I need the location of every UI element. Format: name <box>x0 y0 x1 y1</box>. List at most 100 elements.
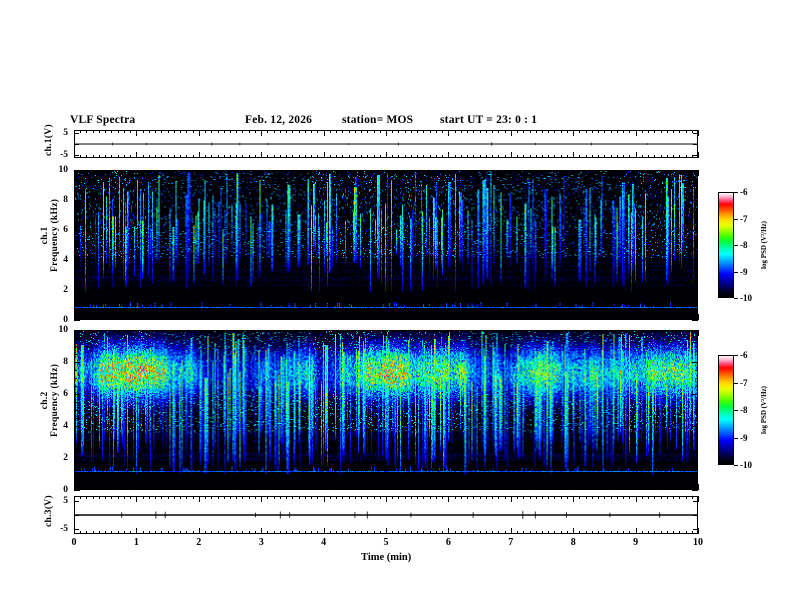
axis-tick <box>111 330 112 333</box>
axis-tick <box>511 528 512 534</box>
axis-tick <box>536 130 537 133</box>
axis-tick <box>305 496 306 499</box>
axis-tick <box>411 155 412 158</box>
axis-tick <box>648 531 649 534</box>
axis-tick <box>86 155 87 158</box>
axis-tick <box>455 317 456 320</box>
axis-tick <box>224 531 225 534</box>
axis-tick <box>80 487 81 490</box>
axis-tick <box>542 130 543 133</box>
axis-tick <box>292 170 293 173</box>
axis-tick <box>374 496 375 499</box>
axis-tick <box>442 130 443 133</box>
axis-tick <box>311 531 312 534</box>
axis-tick <box>695 442 698 443</box>
axis-tick <box>361 330 362 333</box>
axis-tick <box>186 496 187 499</box>
colorbar-ch2: -6 -7 -8 -9 -10 log PSD (V²/Hz) <box>718 350 768 470</box>
axis-tick <box>542 487 543 490</box>
axis-tick <box>261 484 262 490</box>
axis-tick <box>636 314 637 320</box>
axis-tick <box>661 170 662 173</box>
axis-tick <box>579 496 580 499</box>
axis-tick <box>448 330 449 336</box>
axis-tick <box>74 474 77 475</box>
axis-tick <box>523 317 524 320</box>
axis-tick <box>455 170 456 173</box>
axis-tick <box>693 133 698 134</box>
axis-tick <box>554 317 555 320</box>
axis-tick <box>442 317 443 320</box>
axis-tick <box>155 170 156 173</box>
axis-tick <box>168 487 169 490</box>
axis-tick <box>361 487 362 490</box>
axis-tick <box>74 496 75 502</box>
axis-tick <box>205 317 206 320</box>
x-tick-label: 3 <box>258 537 264 548</box>
axis-tick <box>218 170 219 173</box>
axis-tick <box>199 484 200 490</box>
axis-tick <box>667 155 668 158</box>
axis-tick <box>380 170 381 173</box>
axis-tick <box>149 130 150 133</box>
axis-tick <box>74 298 77 299</box>
axis-tick <box>224 487 225 490</box>
axis-tick <box>149 487 150 490</box>
axis-tick <box>417 170 418 173</box>
axis-tick <box>255 317 256 320</box>
axis-tick <box>405 496 406 499</box>
axis-tick <box>299 496 300 499</box>
axis-tick <box>561 170 562 173</box>
axis-tick <box>330 531 331 534</box>
axis-tick <box>186 130 187 133</box>
axis-tick <box>567 130 568 133</box>
axis-tick <box>411 317 412 320</box>
axis-tick <box>586 487 587 490</box>
axis-tick <box>567 496 568 499</box>
axis-tick <box>74 215 77 216</box>
axis-tick <box>330 487 331 490</box>
axis-tick <box>224 155 225 158</box>
axis-tick <box>695 208 698 209</box>
station-label: station= MOS <box>342 114 414 126</box>
axis-tick <box>448 170 449 176</box>
axis-tick <box>492 317 493 320</box>
axis-tick <box>679 317 680 320</box>
colorbar-tick <box>734 219 738 220</box>
axis-tick <box>661 130 662 133</box>
axis-tick <box>511 130 512 136</box>
axis-tick <box>99 317 100 320</box>
axis-tick <box>80 531 81 534</box>
axis-tick <box>530 317 531 320</box>
axis-tick <box>667 130 668 133</box>
ch2-frequency-tick-label: 2 <box>63 453 68 463</box>
axis-tick <box>74 313 77 314</box>
axis-tick <box>654 130 655 133</box>
axis-tick <box>573 528 574 534</box>
axis-tick <box>473 496 474 499</box>
axis-tick <box>305 317 306 320</box>
axis-tick <box>511 484 512 490</box>
axis-tick <box>411 487 412 490</box>
ch1-voltage-tick-label: 5 <box>63 128 68 139</box>
x-tick-label: 6 <box>445 537 451 548</box>
axis-tick <box>480 531 481 534</box>
axis-tick <box>642 487 643 490</box>
axis-tick <box>511 170 512 176</box>
axis-tick <box>486 496 487 499</box>
axis-tick <box>480 155 481 158</box>
colorbar-tick-label: -6 <box>740 350 748 360</box>
colorbar-ch2-gradient <box>718 355 734 465</box>
axis-tick <box>598 330 599 333</box>
axis-tick <box>74 338 77 339</box>
axis-tick <box>367 531 368 534</box>
axis-tick <box>405 130 406 133</box>
axis-tick <box>654 170 655 173</box>
axis-tick <box>186 531 187 534</box>
axis-tick <box>218 487 219 490</box>
axis-tick <box>211 330 212 333</box>
axis-tick <box>74 386 77 387</box>
axis-tick <box>199 152 200 158</box>
axis-tick <box>554 487 555 490</box>
axis-tick <box>355 170 356 173</box>
